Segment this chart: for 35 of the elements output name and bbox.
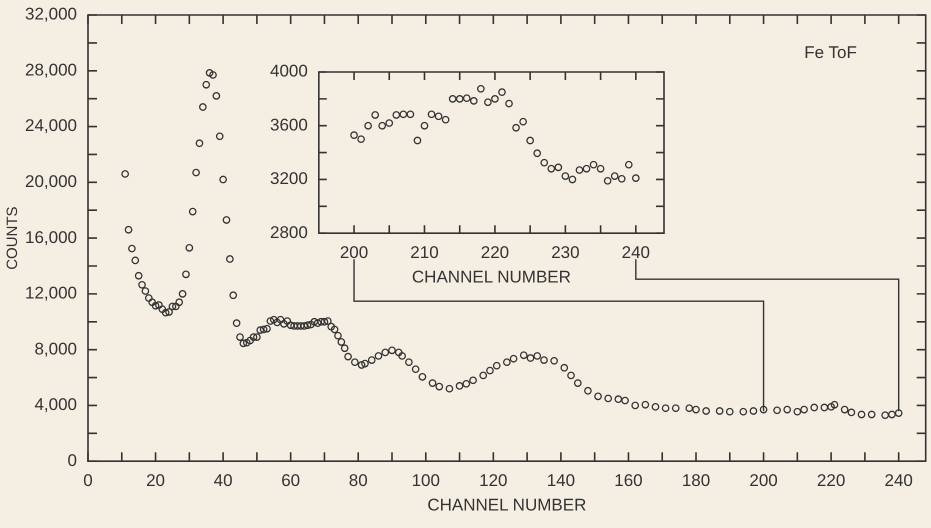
x-tick-label: 80 [348, 471, 368, 490]
y-tick-label: 3600 [270, 115, 308, 134]
y-tick-label: 3200 [270, 169, 308, 188]
y-tick-label: 12,000 [24, 284, 77, 303]
y-tick-label: 20,000 [24, 172, 77, 192]
annotation: Fe ToF [804, 43, 857, 62]
x-tick-label: 240 [884, 471, 913, 490]
x-tick-label: 0 [83, 471, 93, 490]
x-tick-label: 240 [622, 243, 650, 262]
y-tick-label: 4000 [270, 62, 308, 81]
x-axis-title: CHANNEL NUMBER [412, 267, 571, 286]
x-tick-label: 200 [340, 243, 368, 262]
y-tick-label: 8,000 [34, 339, 77, 358]
x-tick-label: 180 [682, 471, 710, 490]
x-tick-label: 60 [281, 471, 300, 490]
x-tick-label: 220 [480, 243, 510, 262]
x-axis-title: CHANNEL NUMBER [427, 495, 586, 514]
y-tick-label: 24,000 [24, 116, 77, 136]
x-tick-label: 200 [749, 471, 778, 490]
x-tick-label: 210 [410, 243, 439, 262]
y-tick-label: 16,000 [24, 228, 77, 247]
x-tick-label: 160 [614, 471, 643, 490]
x-tick-label: 140 [546, 471, 576, 490]
y-tick-label: 28,000 [24, 60, 77, 80]
y-tick-label: 4,000 [34, 395, 77, 414]
y-axis-title: COUNTS [4, 206, 22, 270]
x-tick-label: 230 [551, 243, 580, 262]
y-tick-label: 0 [68, 450, 77, 470]
y-tick-label: 2800 [270, 222, 308, 242]
x-tick-label: 120 [479, 471, 508, 490]
x-tick-label: 20 [146, 471, 166, 490]
x-tick-label: 100 [412, 471, 440, 490]
x-tick-label: 220 [816, 471, 846, 490]
x-tick-label: 40 [214, 471, 233, 490]
y-tick-label: 32,000 [24, 4, 77, 24]
